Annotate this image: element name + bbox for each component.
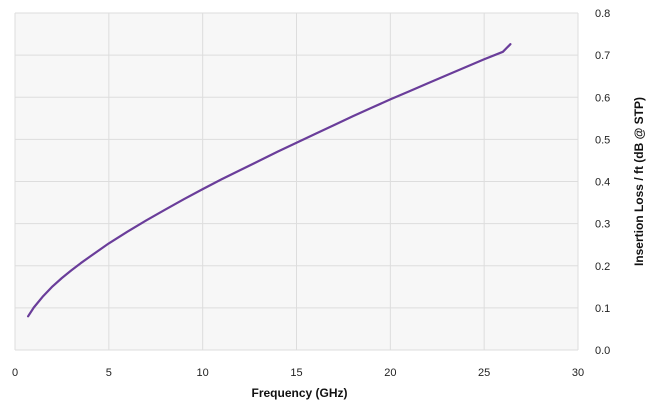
x-axis-title: Frequency (GHz) <box>251 386 347 400</box>
x-tick-label: 30 <box>572 367 584 379</box>
horizontal-gridlines <box>15 12 578 351</box>
y-axis-title: Insertion Loss / ft (dB @ STP) <box>632 97 646 266</box>
x-axis-tick-labels: 0 5 10 15 20 25 30 <box>12 367 584 379</box>
y-tick-label: 0.0 <box>595 345 610 357</box>
y-tick-label: 0.2 <box>595 261 610 273</box>
y-axis-tick-labels: 0.0 0.1 0.2 0.3 0.4 0.5 0.6 0.7 0.8 <box>595 8 610 357</box>
y-tick-label: 0.7 <box>595 50 610 62</box>
x-tick-label: 15 <box>290 367 302 379</box>
x-tick-label: 0 <box>12 367 18 379</box>
x-tick-label: 20 <box>384 367 396 379</box>
x-tick-label: 10 <box>197 367 209 379</box>
y-tick-label: 0.3 <box>595 219 610 231</box>
x-tick-label: 25 <box>478 367 490 379</box>
y-tick-label: 0.4 <box>595 177 610 189</box>
x-tick-label: 5 <box>106 367 112 379</box>
y-tick-label: 0.6 <box>595 92 610 104</box>
y-tick-label: 0.1 <box>595 303 610 315</box>
y-tick-label: 0.5 <box>595 134 610 146</box>
y-tick-label: 0.8 <box>595 8 610 20</box>
insertion-loss-line <box>27 43 512 318</box>
